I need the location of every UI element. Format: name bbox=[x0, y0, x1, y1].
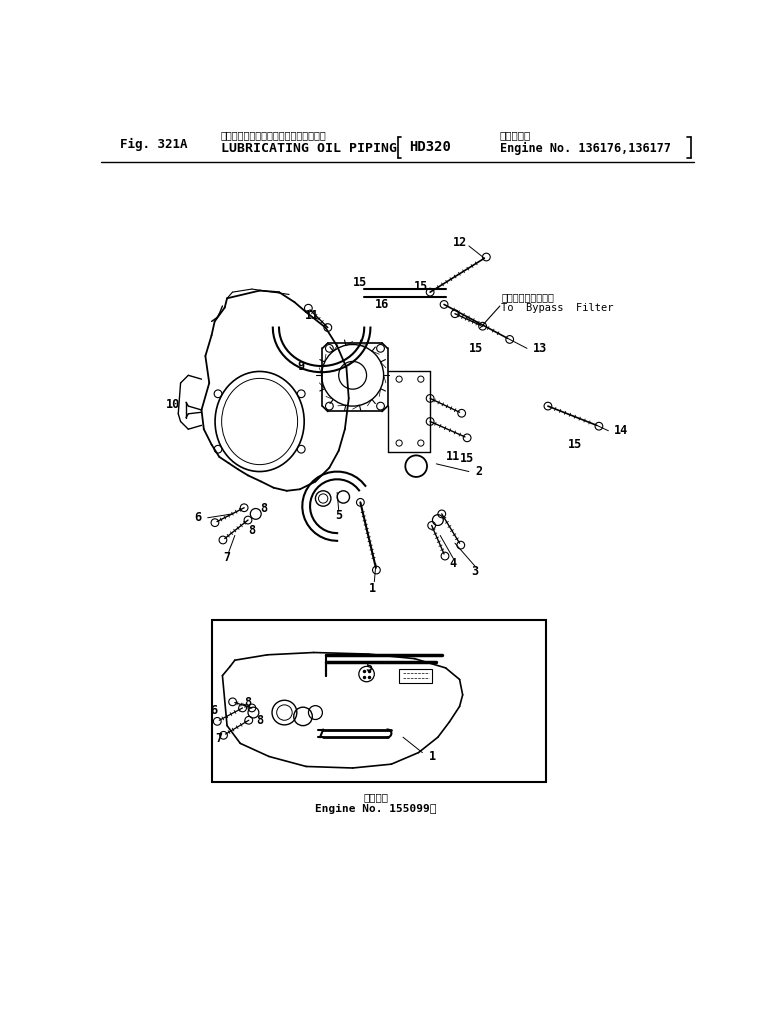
Text: 15: 15 bbox=[469, 341, 483, 355]
Text: 適用号機・: 適用号機・ bbox=[500, 130, 531, 140]
Text: 2: 2 bbox=[475, 465, 482, 478]
Text: Fig. 321A: Fig. 321A bbox=[120, 137, 188, 150]
Text: ルーブリケーティングオイルパイピング: ルーブリケーティングオイルパイピング bbox=[221, 130, 326, 140]
Text: 4: 4 bbox=[449, 558, 457, 571]
Text: 1: 1 bbox=[369, 582, 377, 595]
Text: 11: 11 bbox=[446, 449, 460, 463]
Text: 14: 14 bbox=[614, 424, 628, 437]
Text: 3: 3 bbox=[471, 566, 479, 578]
Text: To  Bypass  Filter: To Bypass Filter bbox=[501, 303, 614, 312]
Text: 13: 13 bbox=[532, 341, 546, 355]
Text: 11: 11 bbox=[305, 309, 319, 322]
Text: 8: 8 bbox=[248, 524, 256, 537]
Text: 1: 1 bbox=[429, 750, 436, 763]
Text: 5: 5 bbox=[365, 662, 373, 675]
Text: HD320: HD320 bbox=[409, 139, 451, 154]
Text: 16: 16 bbox=[375, 298, 389, 311]
Text: バイパスフィルタヘ: バイパスフィルタヘ bbox=[501, 292, 554, 302]
Text: 9: 9 bbox=[298, 360, 305, 373]
Text: 適用号機: 適用号機 bbox=[363, 792, 388, 802]
Bar bbox=[399, 670, 432, 684]
Text: 15: 15 bbox=[414, 280, 428, 293]
Text: 5: 5 bbox=[335, 509, 343, 522]
Text: Engine No. 136176,136177: Engine No. 136176,136177 bbox=[500, 141, 671, 155]
Text: 6: 6 bbox=[210, 704, 217, 717]
Text: 7: 7 bbox=[215, 732, 222, 745]
Text: 8: 8 bbox=[256, 714, 264, 727]
Text: 15: 15 bbox=[460, 451, 474, 465]
Text: 8: 8 bbox=[244, 696, 252, 709]
Text: 12: 12 bbox=[453, 236, 467, 249]
Text: 15: 15 bbox=[568, 438, 582, 451]
Text: 8: 8 bbox=[260, 502, 267, 515]
Text: 15: 15 bbox=[353, 277, 367, 290]
Text: 6: 6 bbox=[195, 511, 202, 524]
Text: Engine No. 155099～: Engine No. 155099～ bbox=[315, 804, 436, 814]
Text: LUBRICATING OIL PIPING: LUBRICATING OIL PIPING bbox=[221, 141, 397, 155]
Text: 7: 7 bbox=[223, 551, 231, 565]
Text: 10: 10 bbox=[167, 398, 181, 411]
Bar bbox=[212, 620, 546, 782]
